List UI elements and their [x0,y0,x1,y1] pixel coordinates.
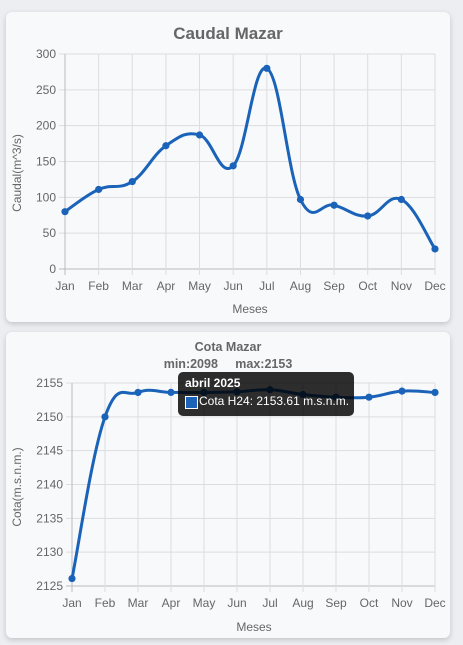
data-point[interactable] [397,195,405,204]
y-axis-label: Cota(m.s.n.m.) [10,447,24,526]
y-tick-label: 2130 [36,545,63,559]
tooltip-value: Cota H24: 2153.61 m.s.n.m. [199,394,350,408]
caudal-series-line [63,66,437,251]
caudal-chart: Caudal Mazar 0 50 100 150 200 250 300 Jan Feb Ma… [10,24,446,316]
x-tick-label: Oct [358,279,377,293]
data-point[interactable] [61,208,69,216]
x-tick-label: Oct [360,596,379,610]
caudal-chart-card: Caudal Mazar 0 50 100 150 200 250 300 Jan Feb Ma… [6,12,450,322]
data-point[interactable] [431,245,439,253]
y-tick-label: 2155 [36,376,63,390]
data-point[interactable] [134,388,142,397]
x-tick-label: Mar [122,279,143,293]
series-color-swatch [185,396,198,409]
y-tick-label: 2145 [36,444,63,458]
x-tick-label: Jan [55,279,74,293]
x-tick-label: Jun [224,279,243,293]
x-tick-label: Nov [391,596,412,610]
x-tick-label: Nov [391,279,412,293]
x-tick-label: Apr [157,279,176,293]
y-axis-label: Caudal(m^3/s) [10,134,24,212]
x-tick-label: Jul [262,596,277,610]
data-point[interactable] [167,388,175,397]
data-point-tooltip: abril 2025 Cota H24: 2153.61 m.s.n.m. [178,372,354,416]
data-point[interactable] [195,131,204,139]
y-tick-label: 150 [36,155,56,169]
chart-title: Cota Mazar [195,340,262,354]
y-tick-label: 50 [43,226,57,240]
y-tick-label: 300 [36,47,56,61]
x-axis-label: Meses [232,302,267,316]
y-tick-label: 100 [36,190,56,204]
y-tick-label: 2135 [36,511,63,525]
chart-title: Caudal Mazar [173,24,283,43]
data-point[interactable] [431,388,439,397]
x-tick-label: Feb [95,596,116,610]
x-tick-label: Aug [292,596,313,610]
y-tick-label: 2150 [36,410,63,424]
x-tick-label: Jul [259,279,274,293]
x-tick-label: Apr [162,596,181,610]
x-tick-label: Jan [62,596,81,610]
data-point[interactable] [101,413,109,421]
data-point[interactable] [68,574,76,583]
chart-subtitle: min:2098 max:2153 [164,357,293,371]
y-tick-label: 250 [36,83,56,97]
x-tick-label: Sep [323,279,345,293]
x-tick-label: Mar [128,596,149,610]
x-tick-label: Feb [88,279,109,293]
y-tick-label: 2140 [36,478,63,492]
data-point[interactable] [95,185,103,194]
x-tick-label: May [188,279,211,293]
y-tick-label: 200 [36,119,56,133]
y-tick-label: 0 [49,262,56,276]
data-point[interactable] [229,162,237,170]
x-tick-label: Dec [424,596,445,610]
x-axis-label: Meses [236,620,271,634]
data-point[interactable] [162,142,170,150]
data-point[interactable] [330,201,338,209]
x-tick-label: Aug [290,279,311,293]
x-tick-label: May [193,596,216,610]
x-tick-label: Dec [424,279,445,293]
data-point[interactable] [365,393,373,401]
x-tick-label: Jun [227,596,246,610]
data-point[interactable] [296,195,305,204]
y-tick-label: 2125 [36,579,63,593]
cota-chart-card: Cota Mazar min:2098 max:2153 2125 2130 213… [6,332,450,638]
x-tick-label: Sep [325,596,347,610]
data-point[interactable] [263,64,271,72]
tooltip-title: abril 2025 [185,376,241,390]
data-point[interactable] [364,212,372,220]
data-point[interactable] [128,177,136,186]
data-point[interactable] [398,387,406,395]
